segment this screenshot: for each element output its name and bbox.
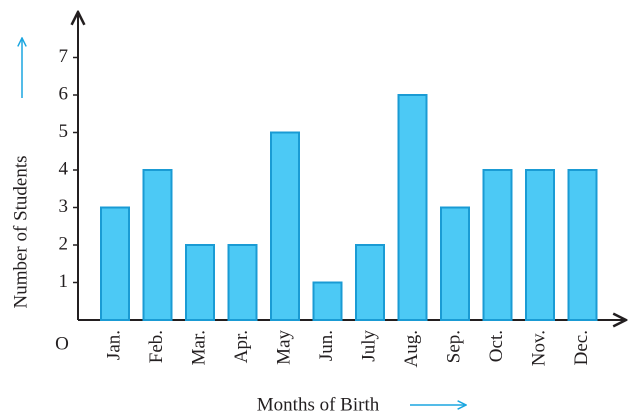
bar xyxy=(567,169,598,321)
bar xyxy=(100,206,130,321)
bar xyxy=(312,281,343,321)
bar xyxy=(482,169,513,321)
x-tick-label: Apr. xyxy=(231,330,252,363)
y-tick-label: 3 xyxy=(59,196,69,217)
y-tick-label: 6 xyxy=(59,83,69,104)
bar xyxy=(440,206,470,321)
origin-label: O xyxy=(55,333,69,354)
y-tick-label: 4 xyxy=(59,158,69,179)
x-tick-label: July xyxy=(358,330,379,362)
x-tick-label: Nov. xyxy=(528,330,549,366)
y-tick-label: 1 xyxy=(59,271,69,292)
bar xyxy=(227,244,258,321)
bar xyxy=(525,169,555,321)
y-axis-title: Number of Students xyxy=(10,155,31,308)
bar xyxy=(185,244,215,321)
bar xyxy=(397,94,428,321)
x-tick-label: Mar. xyxy=(188,330,209,365)
bar xyxy=(142,169,173,321)
x-tick-label: Dec. xyxy=(571,330,592,365)
x-tick-label: Sep. xyxy=(443,330,464,363)
y-tick-label: 5 xyxy=(59,121,69,142)
bar xyxy=(270,131,300,321)
x-axis-title: Months of Birth xyxy=(257,394,380,415)
x-tick-label: Oct. xyxy=(486,330,507,362)
y-tick-label: 2 xyxy=(59,233,69,254)
bar xyxy=(355,244,385,321)
x-tick-label: Aug. xyxy=(401,330,422,367)
x-tick-label: Feb. xyxy=(146,330,167,363)
x-tick-label: May xyxy=(273,330,294,365)
y-tick-label: 7 xyxy=(59,46,69,67)
x-tick-label: Jan. xyxy=(103,330,124,360)
x-tick-label: Jun. xyxy=(316,330,337,361)
